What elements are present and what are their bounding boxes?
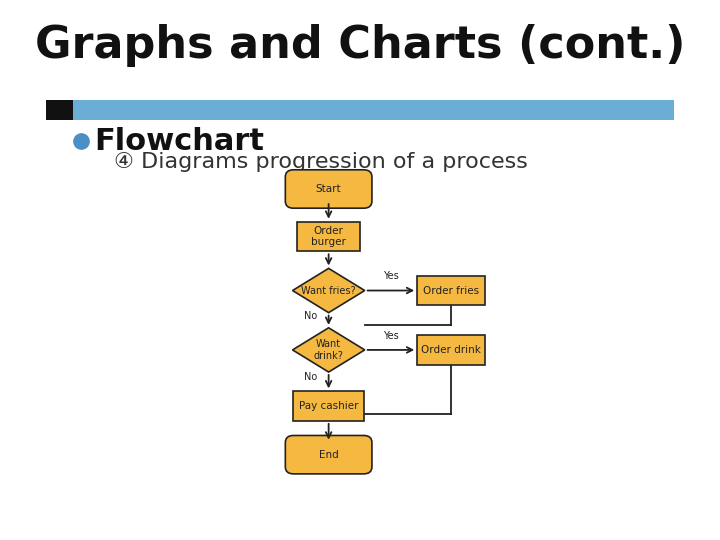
Text: No: No: [305, 372, 318, 382]
Text: Yes: Yes: [383, 331, 399, 341]
Text: Order
burger: Order burger: [311, 226, 346, 247]
FancyBboxPatch shape: [46, 100, 674, 120]
Text: Start: Start: [316, 184, 341, 194]
Text: Want fries?: Want fries?: [301, 286, 356, 295]
Text: End: End: [319, 450, 338, 460]
Bar: [417, 275, 485, 306]
Text: No: No: [305, 311, 318, 321]
Polygon shape: [292, 268, 365, 313]
Text: Want
drink?: Want drink?: [314, 339, 343, 361]
Text: Order drink: Order drink: [421, 345, 481, 355]
Text: Flowchart: Flowchart: [94, 127, 264, 156]
Bar: [294, 391, 364, 421]
Bar: [297, 221, 360, 251]
FancyBboxPatch shape: [285, 435, 372, 474]
Text: Graphs and Charts (cont.): Graphs and Charts (cont.): [35, 24, 685, 68]
Text: ④ Diagrams progression of a process: ④ Diagrams progression of a process: [114, 152, 528, 172]
Polygon shape: [292, 328, 365, 372]
Text: Yes: Yes: [383, 272, 399, 281]
Text: Pay cashier: Pay cashier: [299, 401, 359, 411]
Bar: [417, 335, 485, 365]
Text: Order fries: Order fries: [423, 286, 479, 295]
FancyBboxPatch shape: [46, 100, 73, 120]
FancyBboxPatch shape: [285, 170, 372, 208]
